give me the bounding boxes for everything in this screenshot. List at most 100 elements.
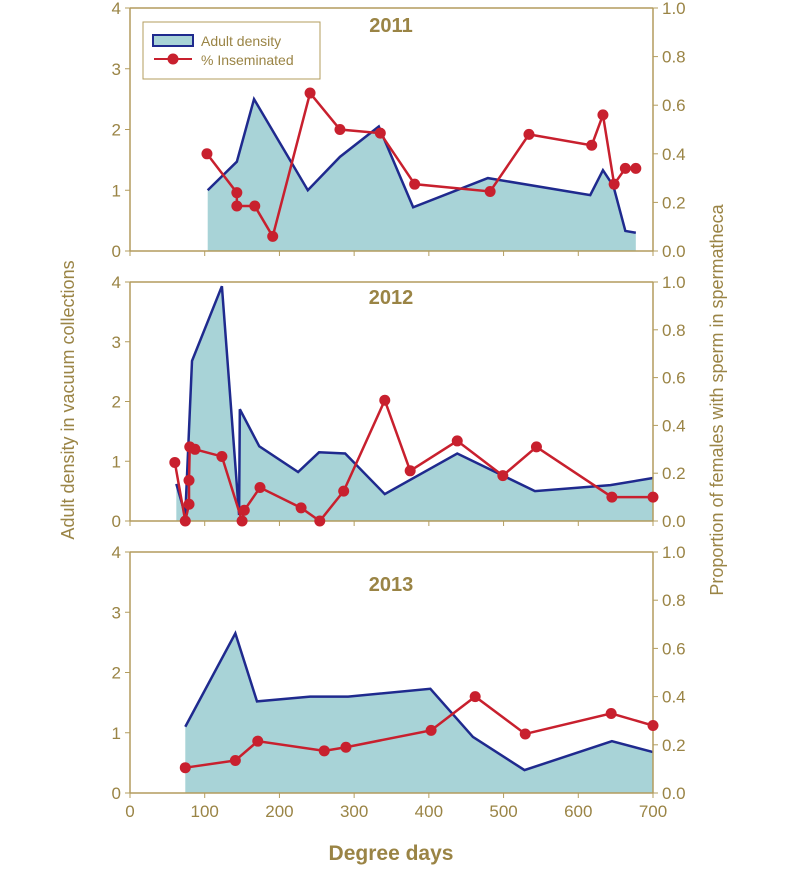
y-tick-label-right: 1.0 (662, 543, 686, 562)
y-tick-label-left: 1 (112, 724, 121, 743)
point-inseminated (469, 691, 481, 703)
point-inseminated (619, 162, 631, 174)
x-tick-label: 200 (265, 802, 293, 821)
y-tick-label-right: 0.0 (662, 242, 686, 261)
y-tick-label-right: 0.4 (662, 145, 686, 164)
y-tick-label-right: 0.8 (662, 591, 686, 610)
point-inseminated (216, 450, 228, 462)
x-tick-label: 400 (415, 802, 443, 821)
x-tick-label: 300 (340, 802, 368, 821)
legend-swatch-inseminated-marker (167, 53, 179, 65)
y-tick-label-right: 0.6 (662, 96, 686, 115)
y-tick-label-right: 1.0 (662, 273, 686, 292)
legend-label-adult-density: Adult density (201, 33, 281, 49)
x-axis-label: Degree days (329, 842, 454, 865)
y-tick-label-right: 0.2 (662, 193, 686, 212)
y-tick-label-left: 4 (112, 273, 121, 292)
y-tick-label-left: 2 (112, 393, 121, 412)
y-tick-label-right: 0.6 (662, 639, 686, 658)
area-adult-density (207, 99, 636, 251)
point-inseminated (497, 470, 509, 482)
x-tick-label: 700 (639, 802, 667, 821)
panel-title: 2013 (369, 574, 414, 596)
point-inseminated (231, 200, 243, 212)
y-tick-label-left: 0 (112, 784, 121, 803)
point-inseminated (231, 187, 243, 199)
line-adult-density (175, 285, 654, 516)
y-tick-label-right: 0.0 (662, 784, 686, 803)
point-inseminated (451, 435, 463, 447)
point-inseminated (484, 185, 496, 197)
line-inseminated (185, 695, 654, 769)
y-tick-label-left: 1 (112, 181, 121, 200)
point-inseminated (647, 720, 659, 732)
y-tick-label-left: 3 (112, 60, 121, 79)
point-inseminated (425, 724, 437, 736)
line-inseminated (205, 90, 636, 240)
point-inseminated (530, 441, 542, 453)
point-inseminated (647, 491, 659, 503)
point-inseminated (597, 109, 609, 121)
y-tick-label-right: 0.8 (662, 48, 686, 67)
legend-swatch-adult-density (152, 34, 194, 47)
y-tick-label-right: 0.2 (662, 736, 686, 755)
x-tick-label: 500 (489, 802, 517, 821)
y-axis-label-left: Adult density in vacuum collections (58, 260, 78, 539)
point-inseminated (179, 515, 191, 527)
y-tick-label-left: 3 (112, 603, 121, 622)
point-inseminated (169, 456, 181, 468)
point-inseminated (249, 200, 261, 212)
legend-label-inseminated: % Inseminated (201, 52, 294, 68)
point-inseminated (519, 728, 531, 740)
point-inseminated (189, 443, 201, 455)
area-adult-density (185, 633, 653, 793)
point-inseminated (254, 482, 266, 494)
y-tick-label-left: 0 (112, 242, 121, 261)
point-inseminated (179, 762, 191, 774)
legend-box (142, 21, 321, 80)
point-inseminated (314, 515, 326, 527)
point-inseminated (236, 515, 248, 527)
legend: Adult density % Inseminated (142, 21, 321, 80)
point-inseminated (252, 735, 264, 747)
y-tick-label-left: 3 (112, 333, 121, 352)
y-tick-label-right: 0.4 (662, 688, 686, 707)
x-tick-label: 600 (564, 802, 592, 821)
line-adult-density (184, 630, 654, 772)
point-inseminated (630, 162, 642, 174)
y-tick-label-right: 0.2 (662, 464, 686, 483)
point-inseminated (340, 741, 352, 753)
area-adult-density (176, 286, 653, 521)
point-inseminated (267, 230, 279, 242)
y-tick-label-left: 2 (112, 664, 121, 683)
point-inseminated (229, 754, 241, 766)
y-tick-label-left: 0 (112, 512, 121, 531)
panel-2013: 0 1 2 3 4 0.0 0.2 0.4 0.6 0.8 1.0 0 100 200 300 400 500 6… (112, 543, 686, 821)
point-inseminated (606, 491, 618, 503)
point-inseminated (586, 139, 598, 151)
point-inseminated (334, 124, 346, 135)
point-inseminated (379, 394, 391, 406)
point-inseminated (605, 707, 617, 719)
panel-title: 2012 (369, 287, 414, 309)
point-inseminated (338, 485, 350, 497)
point-inseminated (318, 745, 330, 757)
point-inseminated (183, 498, 195, 510)
point-inseminated (201, 148, 213, 160)
x-tick-label: 0 (125, 802, 134, 821)
y-tick-label-left: 4 (112, 0, 121, 18)
point-inseminated (409, 178, 421, 190)
point-inseminated (183, 474, 195, 486)
y-tick-label-right: 1.0 (662, 0, 686, 18)
point-inseminated (523, 128, 535, 140)
panel-title: 2011 (369, 15, 412, 37)
point-inseminated (295, 502, 307, 514)
panel-2011: 0 1 2 3 4 0.0 0.2 0.4 0.6 0.8 1.0 2011 (112, 0, 686, 261)
y-tick-label-left: 2 (112, 121, 121, 140)
y-tick-label-right: 0.8 (662, 321, 686, 340)
y-tick-label-left: 1 (112, 452, 121, 471)
line-inseminated (173, 396, 653, 526)
point-inseminated (608, 178, 620, 190)
panel-2012: 0 1 2 3 4 0.0 0.2 0.4 0.6 0.8 1.0 2012 (112, 273, 686, 531)
